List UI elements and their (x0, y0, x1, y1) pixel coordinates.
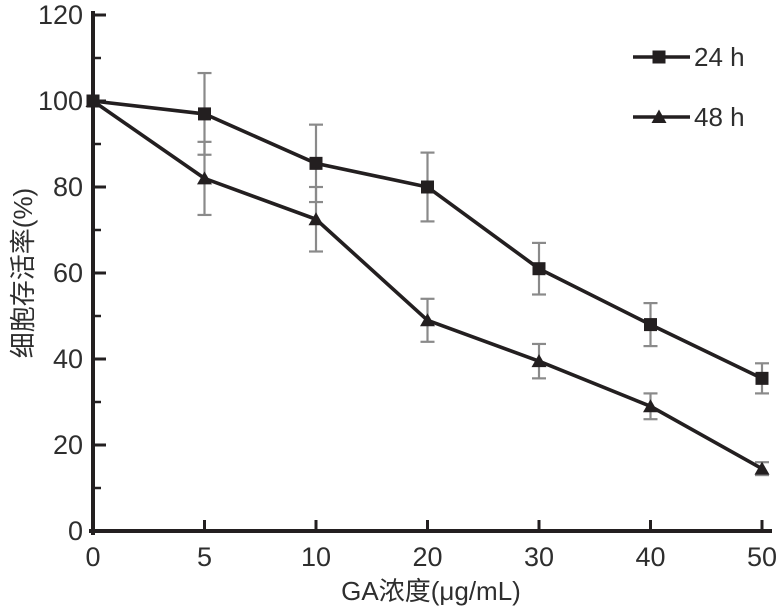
square-marker-icon (644, 318, 657, 332)
plot-area: 0 20 40 60 80 100 120 0 5 10 20 30 40 50 (38, 0, 777, 572)
legend-label-24h: 24 h (694, 42, 745, 72)
square-marker-icon (652, 50, 666, 64)
legend: 24 h 48 h (633, 42, 745, 132)
square-marker-icon (421, 180, 434, 194)
triangle-marker-icon (643, 399, 658, 413)
y-tick-label: 100 (38, 86, 83, 116)
y-tick-label: 120 (38, 0, 83, 30)
x-tick-label: 0 (85, 542, 100, 572)
square-marker-icon (532, 262, 546, 276)
y-tick-label: 0 (68, 516, 83, 546)
y-tick-label: 40 (53, 344, 83, 374)
x-tick-label: 50 (747, 542, 777, 572)
triangle-marker-icon (651, 109, 667, 123)
x-tick-label: 5 (197, 542, 212, 572)
square-marker-icon (755, 371, 769, 385)
y-tick-label: 60 (53, 258, 83, 288)
y-tick-label: 20 (53, 430, 83, 460)
square-marker-icon (198, 107, 211, 121)
y-tick-label: 80 (53, 172, 83, 202)
square-marker-icon (309, 156, 323, 170)
x-tick-label: 30 (524, 542, 554, 572)
triangle-marker-icon (197, 171, 212, 185)
triangle-marker-icon (308, 212, 324, 226)
triangle-marker-icon (531, 354, 547, 368)
legend-item-48h: 48 h (633, 102, 745, 132)
square-marker-icon (86, 94, 100, 108)
legend-item-24h: 24 h (633, 42, 745, 72)
y-axis-label: 细胞存活率(%) (8, 188, 38, 358)
x-tick-label: 20 (412, 542, 442, 572)
x-axis-label: GA浓度(μg/mL) (341, 576, 521, 606)
x-tick-label: 10 (301, 542, 331, 572)
legend-label-48h: 48 h (694, 102, 745, 132)
triangle-marker-icon (420, 313, 435, 327)
triangle-marker-icon (754, 461, 770, 475)
x-tick-label: 40 (635, 542, 665, 572)
